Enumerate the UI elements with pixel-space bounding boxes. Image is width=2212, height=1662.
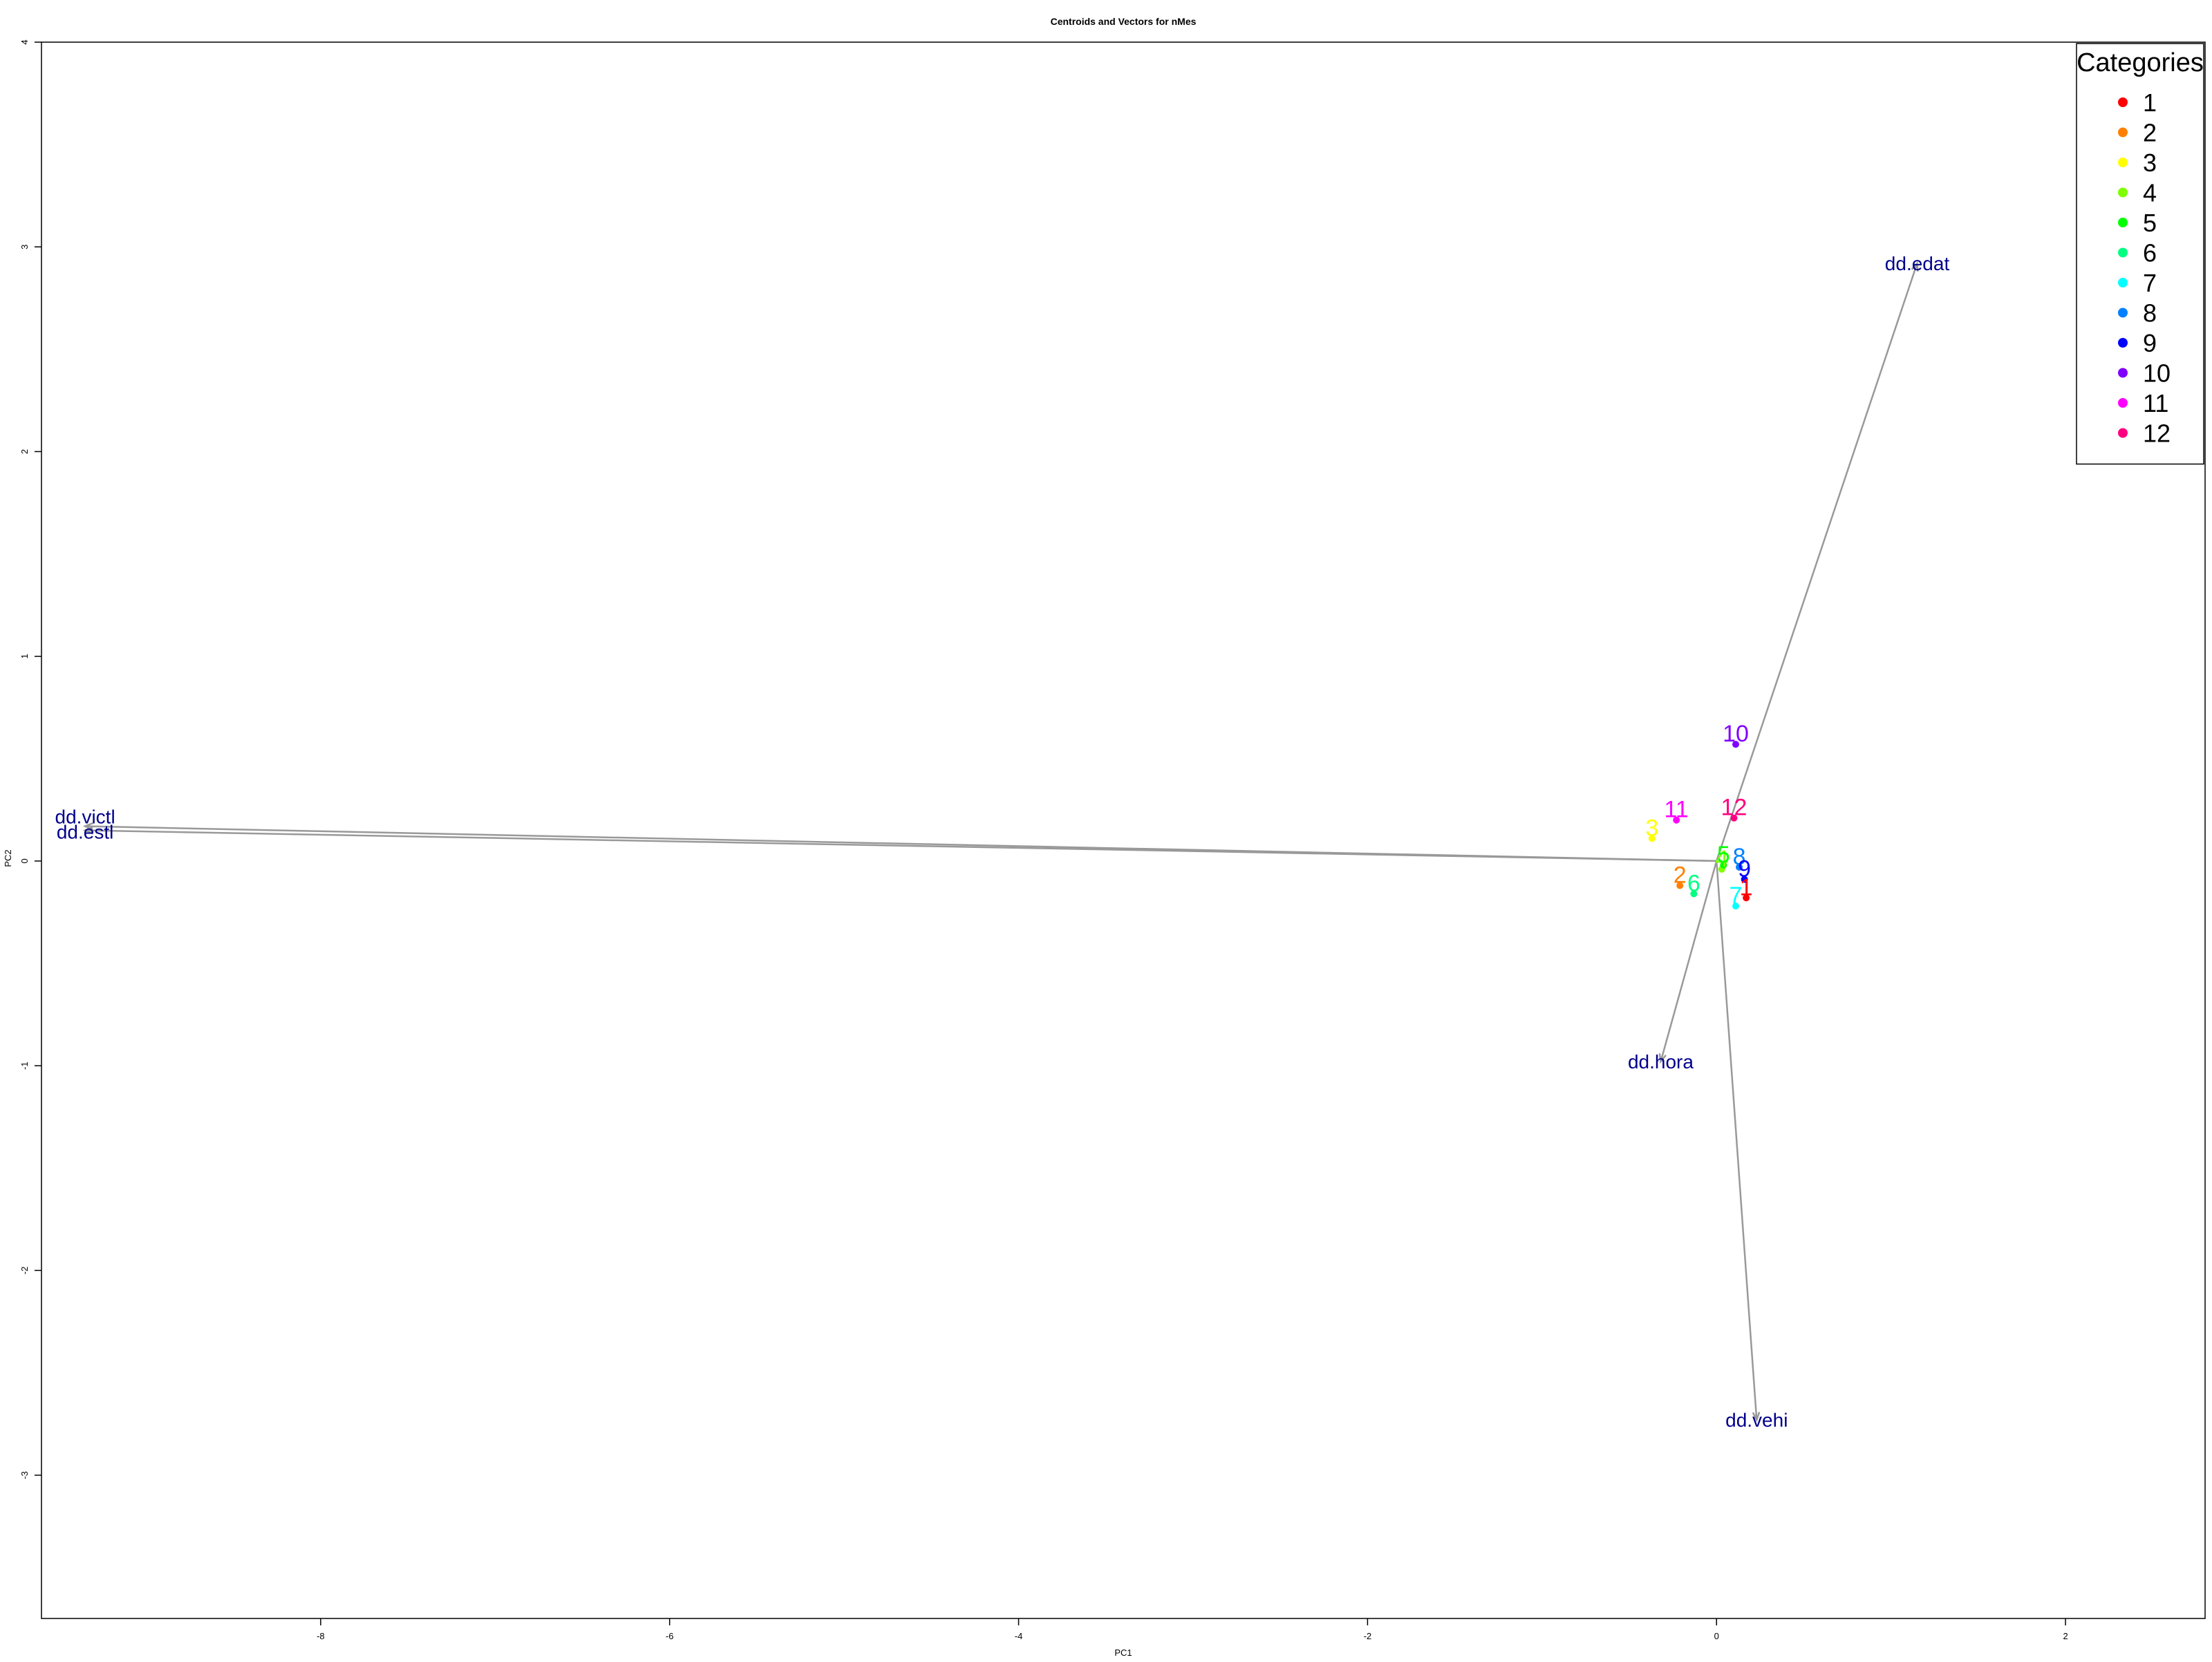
legend-marker-2 [2118,127,2128,138]
vector-label-dd.edat: dd.edat [1885,253,1950,274]
centroid-label-7: 7 [1730,882,1743,909]
centroid-label-4: 4 [1715,846,1728,872]
legend-marker-7 [2118,278,2128,287]
legend-marker-5 [2118,218,2128,227]
legend-label-4: 4 [2143,179,2157,207]
vector-label-dd.estl: dd.estl [57,822,114,843]
centroid-point-8 [1736,863,1743,871]
legend-label-3: 3 [2143,149,2157,177]
vector-arrowhead-dd.edat [1911,261,1919,272]
legend-marker-4 [2118,187,2128,198]
centroid-point-10 [1732,741,1739,748]
centroid-point-7 [1732,903,1739,910]
centroid-label-8: 8 [1733,844,1746,870]
x-tick-label: 2 [2063,1631,2068,1641]
legend-box [2076,43,2204,465]
centroid-point-6 [1690,890,1698,898]
y-tick-label: -3 [19,1471,30,1480]
x-axis-title: PC1 [1114,1647,1132,1658]
centroid-label-6: 6 [1687,870,1700,896]
centroid-label-3: 3 [1645,815,1658,841]
vector-arrowhead-dd.vehi [1752,1411,1761,1422]
y-tick-label: 2 [19,449,30,454]
centroid-point-12 [1730,814,1738,822]
vector-label-dd.victl: dd.victl [55,806,115,828]
legend-label-11: 11 [2143,389,2168,417]
legend-label-1: 1 [2143,88,2157,117]
legend-marker-12 [2118,428,2128,438]
centroid-point-5 [1720,861,1727,869]
legend-marker-3 [2118,158,2128,167]
vector-label-dd.vehi: dd.vehi [1725,1410,1788,1431]
vector-arrowhead-dd.hora [1658,1053,1667,1064]
legend-marker-1 [2118,97,2128,107]
vector-arrow-dd.estl [85,829,1717,862]
vector-arrow-dd.vehi [1715,860,1758,1420]
centroid-point-9 [1741,876,1748,883]
x-tick-label: 0 [1714,1631,1719,1641]
legend-label-6: 6 [2143,239,2157,267]
legend-title: Categories [2077,48,2204,77]
vector-label-dd.hora: dd.hora [1628,1051,1694,1073]
legend-label-2: 2 [2143,119,2157,147]
centroid-label-12: 12 [1721,795,1747,821]
centroid-label-9: 9 [1738,856,1751,882]
centroid-point-3 [1648,835,1656,842]
centroid-label-11: 11 [1665,797,1689,823]
x-tick-label: -6 [666,1631,674,1641]
y-tick-label: -2 [19,1267,30,1275]
y-tick-label: 4 [19,39,30,44]
centroid-label-10: 10 [1723,721,1749,747]
chart-title: Centroids and Vectors for nMes [1051,16,1197,27]
y-tick-label: 1 [19,654,30,659]
legend-label-9: 9 [2143,329,2157,357]
centroid-point-11 [1673,816,1680,824]
vector-arrow-dd.hora [1660,860,1718,1062]
legend-marker-9 [2118,338,2128,348]
legend-label-12: 12 [2143,419,2171,448]
y-tick-label: 0 [19,858,30,863]
legend-label-5: 5 [2143,209,2157,237]
legend-marker-11 [2118,398,2128,408]
y-axis-title: PC2 [3,849,13,867]
x-tick-label: -8 [317,1631,325,1641]
centroid-label-2: 2 [1674,862,1687,888]
centroid-point-2 [1676,882,1684,889]
legend-label-7: 7 [2143,269,2157,297]
vector-arrowhead-dd.estl [82,826,93,835]
y-tick-label: -1 [19,1061,30,1070]
x-tick-label: -4 [1015,1631,1023,1641]
centroid-label-5: 5 [1717,842,1730,868]
y-tick-label: 3 [19,245,30,249]
vector-arrow-dd.edat [1716,263,1918,862]
legend-label-10: 10 [2143,359,2171,388]
legend-marker-8 [2118,308,2128,318]
plot-frame [41,41,2206,1619]
centroid-label-1: 1 [1740,874,1753,900]
x-tick-label: -2 [1364,1631,1372,1641]
centroid-point-1 [1743,894,1750,902]
legend-marker-10 [2118,368,2128,378]
legend-marker-6 [2118,247,2128,258]
legend-label-8: 8 [2143,299,2157,328]
